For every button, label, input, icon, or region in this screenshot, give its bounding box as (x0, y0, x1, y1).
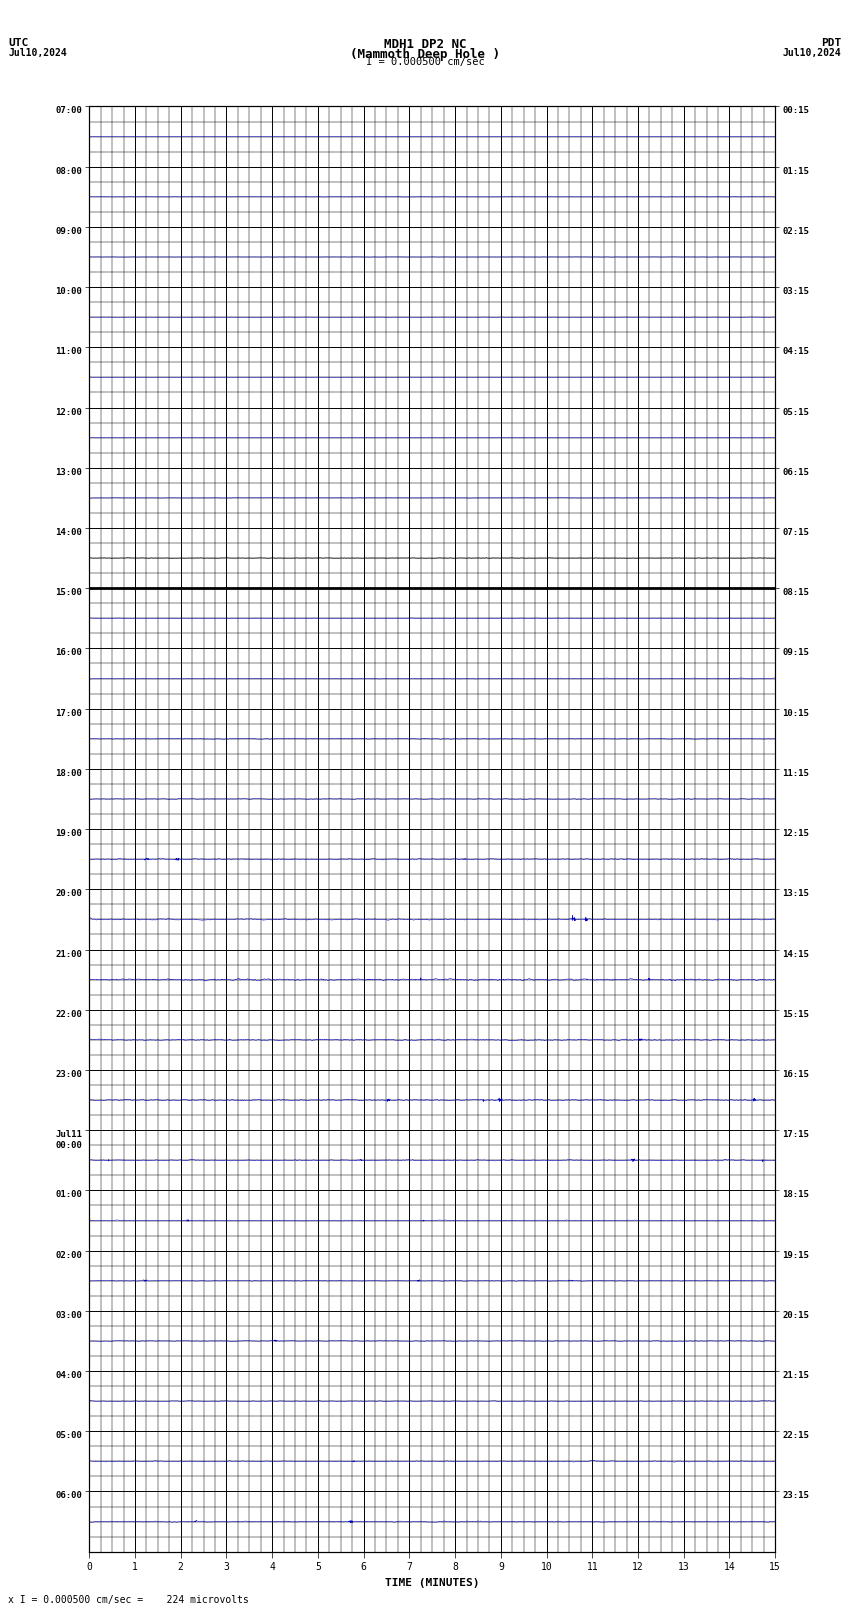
Text: (Mammoth Deep Hole ): (Mammoth Deep Hole ) (350, 47, 500, 61)
Text: I = 0.000500 cm/sec: I = 0.000500 cm/sec (366, 58, 484, 68)
Text: UTC: UTC (8, 37, 29, 48)
Text: x I = 0.000500 cm/sec =    224 microvolts: x I = 0.000500 cm/sec = 224 microvolts (8, 1595, 249, 1605)
Text: Jul10,2024: Jul10,2024 (783, 47, 842, 58)
X-axis label: TIME (MINUTES): TIME (MINUTES) (385, 1578, 479, 1587)
Text: Jul10,2024: Jul10,2024 (8, 47, 67, 58)
Text: PDT: PDT (821, 37, 842, 48)
Text: MDH1 DP2 NC: MDH1 DP2 NC (383, 37, 467, 52)
